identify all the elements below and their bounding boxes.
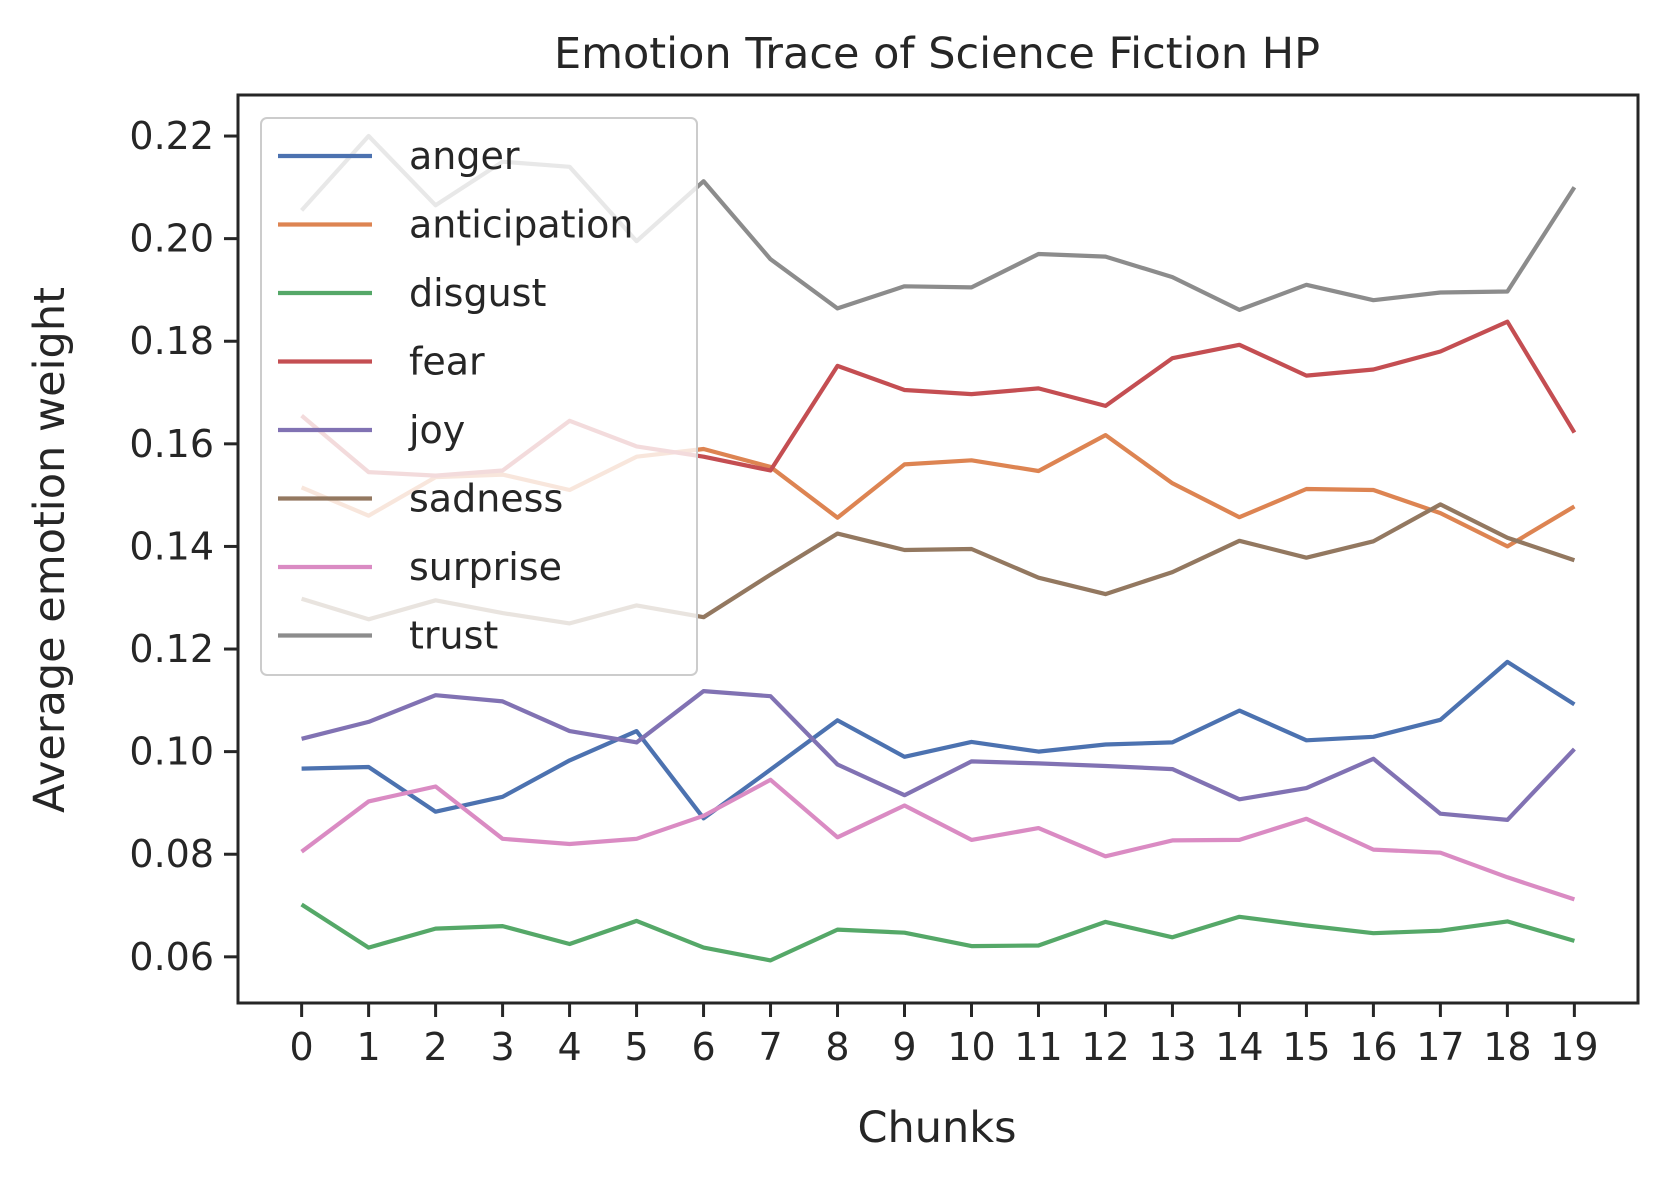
y-tick-label: 0.20 [129,217,214,261]
x-tick-label: 8 [825,1025,849,1069]
x-tick-label: 1 [357,1025,381,1069]
x-tick-label: 16 [1349,1025,1397,1069]
x-axis-label: Chunks [857,1103,1016,1153]
y-tick-label: 0.16 [129,422,214,466]
x-tick-label: 11 [1014,1025,1062,1069]
x-tick-label: 17 [1416,1025,1464,1069]
legend-label-disgust: disgust [409,271,546,315]
x-tick-label: 9 [892,1025,916,1069]
series-line-anger [301,659,1576,821]
legend-box [260,117,698,676]
x-tick-label: 19 [1550,1025,1598,1069]
x-tick-label: 0 [290,1025,314,1069]
legend: anger anticipation disgust fear joy sadness su… [260,117,698,676]
legend-label-anger: anger [409,134,520,178]
y-tick-label: 0.08 [129,832,214,876]
y-tick-label: 0.14 [129,524,214,568]
x-tick-label: 7 [758,1025,782,1069]
x-tick-label: 12 [1081,1025,1129,1069]
y-tick-label: 0.06 [129,935,214,979]
x-tick-label: 3 [490,1025,514,1069]
y-tick-label: 0.12 [129,627,214,671]
legend-label-surprise: surprise [409,545,562,589]
chart-title: Emotion Trace of Science Fiction HP [554,29,1320,79]
x-tick-label: 4 [557,1025,581,1069]
x-axis-ticks: 0 1 2 3 4 5 6 7 8 9 10 11 12 13 14 15 16 17 18 19 [290,1003,1599,1069]
y-tick-label: 0.22 [129,114,214,158]
x-tick-label: 10 [947,1025,995,1069]
x-tick-label: 6 [691,1025,715,1069]
series-line-surprise [300,777,1576,902]
y-tick-label: 0.10 [129,730,214,774]
series-line-disgust [300,902,1575,963]
x-tick-label: 18 [1483,1025,1531,1069]
x-tick-label: 5 [624,1025,648,1069]
y-axis-label: Average emotion weight [25,287,75,813]
legend-label-sadness: sadness [409,477,563,521]
x-tick-label: 14 [1215,1025,1263,1069]
legend-label-fear: fear [409,340,485,384]
x-tick-label: 15 [1282,1025,1330,1069]
y-axis-ticks: 0.06 0.08 0.10 0.12 0.14 0.16 0.18 0.20 0.22 [129,114,238,979]
series-line-joy [301,688,1576,823]
legend-label-anticipation: anticipation [409,203,633,247]
x-tick-label: 2 [424,1025,448,1069]
y-tick-label: 0.18 [129,319,214,363]
x-tick-label: 13 [1148,1025,1196,1069]
plot-frame [236,93,1640,1005]
legend-label-trust: trust [409,614,498,658]
legend-label-joy: joy [408,408,465,452]
